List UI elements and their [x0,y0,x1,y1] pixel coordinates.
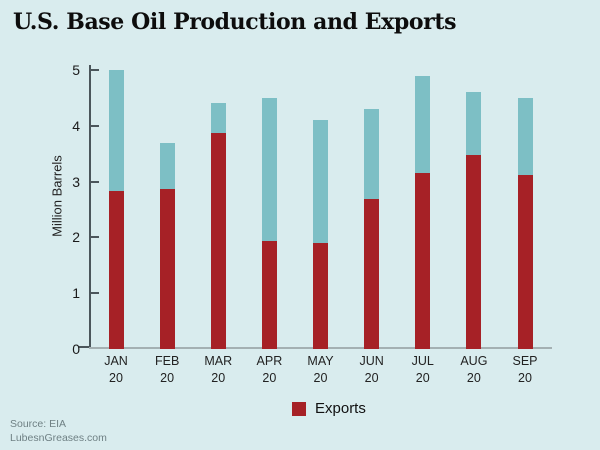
y-axis-label: Million Barrels [49,155,65,237]
bar-jun-20-exports [364,199,380,349]
y-axis-tick-5 [89,69,99,71]
x-label-jul: JUL [411,354,434,368]
x-label-jul-year: 20 [415,371,430,385]
bar-jun-20-production [364,109,380,200]
x-label-feb: FEB [154,354,180,368]
bar-feb-20-production [159,142,175,190]
bar-jan-20-exports [108,190,124,349]
x-label-apr-year: 20 [262,371,277,385]
x-label-may-year: 20 [313,371,328,385]
x-label-sep: SEP [512,354,538,368]
y-axis-tick-2 [89,236,99,239]
x-label-jun: JUN [359,354,384,368]
bar-may-20-exports [313,242,328,349]
bar-sep-20-production [517,97,533,175]
y-axis-tick-4 [89,124,99,127]
legend-exports-swatch [292,401,306,416]
source-line-2: LubesnGreases.com [10,431,107,444]
x-label-apr: APR [256,354,283,368]
bar-apr-20-production [261,97,277,242]
bar-feb-20-exports [159,189,175,349]
bar-mar-20-exports [210,133,226,349]
y-tick-label-3: 3 [72,173,80,190]
bar-sep-20-exports [517,174,533,349]
x-label-jan: JAN [104,354,128,368]
y-tick-label-5: 5 [72,62,80,78]
y-axis-zero-tick [79,346,89,348]
y-tick-label-4: 4 [72,117,80,134]
source-line-1: Source: EIA [10,418,67,430]
x-label-may: MAY [307,354,334,368]
bar-aug-20-production [466,92,482,156]
x-label-mar: MAR [204,354,233,368]
x-label-aug: AUG [460,354,488,368]
bar-jul-20-exports [415,172,431,349]
x-label-aug-year: 20 [466,371,481,385]
bar-apr-20-exports [261,241,277,349]
y-tick-label-0: 0 [72,341,80,357]
legend-exports-label: Exports [315,400,366,417]
x-label-sep-year: 20 [518,371,532,385]
bar-jul-20-production [415,75,431,173]
x-label-jun-year: 20 [364,371,379,385]
bar-aug-20-exports [466,155,482,349]
source-attribution: Source: EIA LubesnGreases.com [10,418,107,445]
x-label-jan-year: 20 [109,371,123,385]
x-label-feb-year: 20 [160,371,175,385]
bar-jan-20-production [108,70,124,191]
chart-title: U.S. Base Oil Production and Exports [13,9,457,35]
y-axis-line [89,65,91,349]
bar-may-20-production [313,120,328,243]
bar-mar-20-production [210,103,226,134]
x-label-mar-year: 20 [211,371,226,385]
y-tick-label-1: 1 [72,285,80,302]
y-axis-tick-3 [89,180,99,183]
y-axis-tick-1 [89,292,99,295]
y-tick-label-2: 2 [72,229,80,246]
legend: Exports [292,400,366,417]
